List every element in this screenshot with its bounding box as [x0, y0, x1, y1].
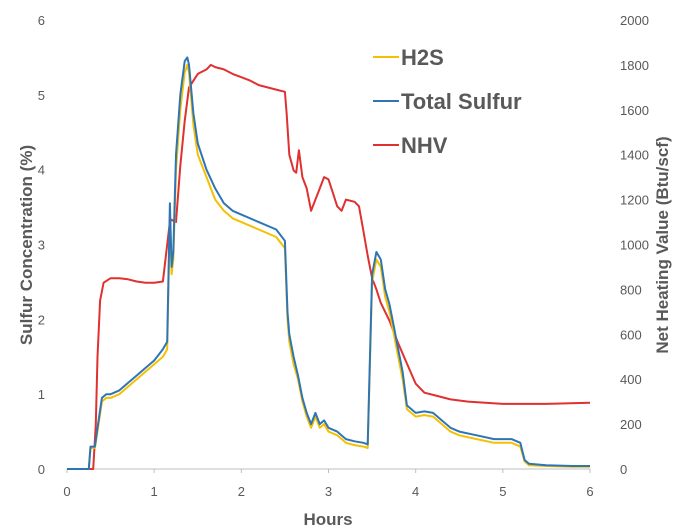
series-line-nhv [67, 63, 591, 470]
y2-tick-label: 1600 [620, 103, 649, 118]
x-tick-label: 3 [325, 484, 332, 499]
series-line-h2s [67, 63, 590, 470]
y-tick-label: 2 [38, 312, 45, 327]
legend: H2S Total Sulfur NHV [373, 45, 522, 158]
y2-tick-label: 1800 [620, 58, 649, 73]
x-axis-title: Hours [303, 510, 352, 529]
x-tick-label: 1 [151, 484, 158, 499]
y2-tick-label: 800 [620, 282, 642, 297]
y2-tick-label: 1000 [620, 238, 649, 253]
x-tick-label: 2 [238, 484, 245, 499]
x-tick-label: 6 [586, 484, 593, 499]
y2-tick-label: 1200 [620, 193, 649, 208]
y2-tick-label: 400 [620, 372, 642, 387]
axes-layer: 0 1 2 3 4 5 6 0 1 2 3 4 5 6 0 200 400 600 800 1000 1200 1400 1… [38, 13, 649, 499]
y-tick-label: 4 [38, 163, 45, 178]
x-tick-label: 4 [412, 484, 419, 499]
y2-tick-label: 0 [620, 462, 627, 477]
legend-label-total-sulfur: Total Sulfur [401, 89, 522, 114]
y2-tick-label: 2000 [620, 13, 649, 28]
y-tick-label: 5 [38, 88, 45, 103]
y2-tick-label: 600 [620, 327, 642, 342]
x-tick-label: 0 [63, 484, 70, 499]
series-layer [67, 56, 591, 470]
x-tick-label: 5 [499, 484, 506, 499]
series-line-total-sulfur [67, 56, 590, 470]
y-tick-label: 0 [38, 462, 45, 477]
y2-axis-title: Net Heating Value (Btu/scf) [653, 136, 672, 353]
y-tick-label: 6 [38, 13, 45, 28]
y-tick-label: 3 [38, 238, 45, 253]
y-tick-label: 1 [38, 387, 45, 402]
y-axis-title: Sulfur Concentration (%) [17, 145, 36, 345]
legend-label-nhv: NHV [401, 133, 448, 158]
y2-tick-label: 200 [620, 417, 642, 432]
legend-label-h2s: H2S [401, 45, 444, 70]
y2-tick-label: 1400 [620, 148, 649, 163]
